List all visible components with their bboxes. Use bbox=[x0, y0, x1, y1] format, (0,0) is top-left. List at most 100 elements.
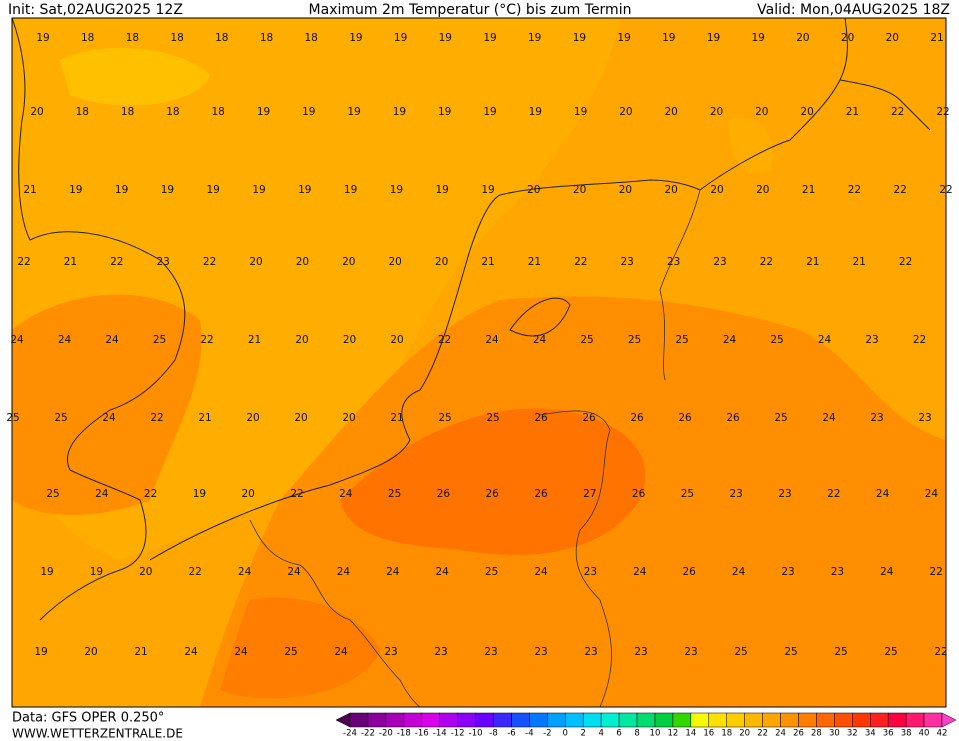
temperature-value: 23 bbox=[831, 566, 844, 578]
colorbar-label: -12 bbox=[451, 729, 465, 739]
temperature-value: 19 bbox=[617, 32, 630, 44]
colorbar-cell bbox=[439, 712, 458, 728]
temperature-value: 25 bbox=[46, 488, 59, 500]
temperature-value: 23 bbox=[384, 646, 397, 658]
temperature-value: 20 bbox=[841, 32, 854, 44]
temperature-value: 21 bbox=[930, 32, 943, 44]
colorbar-cell bbox=[367, 712, 387, 728]
colorbar-label: 12 bbox=[667, 729, 678, 739]
temperature-value: 19 bbox=[252, 184, 265, 196]
temperature-value: 22 bbox=[939, 184, 952, 196]
temperature-value: 19 bbox=[34, 646, 47, 658]
temperature-value: 20 bbox=[435, 256, 448, 268]
temperature-value: 25 bbox=[580, 334, 593, 346]
map-frame bbox=[11, 17, 947, 708]
temperature-value: 19 bbox=[390, 184, 403, 196]
colorbar-cell bbox=[672, 712, 692, 728]
temperature-value: 22 bbox=[848, 184, 861, 196]
colorbar-label: 34 bbox=[865, 729, 876, 739]
temperature-value: 24 bbox=[287, 566, 301, 578]
temperature-value: 24 bbox=[485, 334, 499, 346]
temperature-value: 26 bbox=[534, 412, 548, 424]
temperature-value: 18 bbox=[166, 106, 179, 118]
colorbar-cell bbox=[636, 712, 656, 728]
temperature-value: 24 bbox=[334, 646, 348, 658]
temperature-value: 18 bbox=[121, 106, 134, 118]
border-nl-de bbox=[539, 410, 612, 707]
temperature-value: 24 bbox=[184, 646, 198, 658]
temperature-value: 19 bbox=[483, 32, 496, 44]
colorbar-label: 10 bbox=[650, 729, 661, 739]
colorbar-label: -10 bbox=[469, 729, 483, 739]
colorbar-cell bbox=[690, 712, 710, 728]
colorbar-label: -20 bbox=[379, 729, 393, 739]
temperature-value: 19 bbox=[707, 32, 720, 44]
temperature-value: 24 bbox=[876, 488, 890, 500]
colorbar-cell bbox=[869, 712, 889, 728]
colorbar-cell bbox=[762, 712, 781, 728]
colorbar-label: 4 bbox=[598, 729, 603, 739]
temperature-value: 22 bbox=[144, 488, 157, 500]
temperature-value: 22 bbox=[200, 334, 213, 346]
map-area bbox=[12, 18, 946, 707]
temperature-value: 20 bbox=[800, 106, 813, 118]
field-hot bbox=[340, 408, 646, 555]
temperature-value: 24 bbox=[880, 566, 894, 578]
temperature-value: 26 bbox=[437, 488, 451, 500]
temperature-value: 23 bbox=[684, 646, 697, 658]
colorbar-cell bbox=[905, 712, 925, 728]
colorbar-cell bbox=[529, 712, 548, 728]
colorbar-label: 14 bbox=[685, 729, 696, 739]
temperature-value: 19 bbox=[483, 106, 496, 118]
temperature-value: 20 bbox=[390, 334, 403, 346]
temperature-value: 19 bbox=[298, 184, 311, 196]
temperature-value: 23 bbox=[865, 334, 878, 346]
colorbar-cell bbox=[565, 712, 584, 728]
temperature-value: 26 bbox=[534, 488, 548, 500]
temperature-value: 25 bbox=[784, 646, 797, 658]
temperature-value: 25 bbox=[675, 334, 688, 346]
temperature-value: 20 bbox=[756, 184, 769, 196]
temperature-value: 19 bbox=[193, 488, 206, 500]
temperature-value: 20 bbox=[710, 184, 723, 196]
temperature-value: 22 bbox=[110, 256, 123, 268]
temperature-value: 19 bbox=[439, 32, 452, 44]
temperature-value: 20 bbox=[246, 412, 259, 424]
temperature-value: 20 bbox=[342, 256, 355, 268]
temperature-value: 22 bbox=[827, 488, 840, 500]
temperature-value: 25 bbox=[628, 334, 641, 346]
temperature-value: 19 bbox=[752, 32, 765, 44]
temperature-value: 22 bbox=[290, 488, 303, 500]
colorbar-label: 42 bbox=[937, 729, 948, 739]
temperature-value: 20 bbox=[710, 106, 723, 118]
temperature-value: 22 bbox=[936, 106, 949, 118]
colorbar-label: -18 bbox=[397, 729, 411, 739]
colorbar-label: 28 bbox=[811, 729, 822, 739]
temperature-value: 21 bbox=[198, 412, 211, 424]
temperature-value: 24 bbox=[10, 334, 24, 346]
temperature-value: 18 bbox=[305, 32, 318, 44]
temperature-value: 26 bbox=[630, 412, 644, 424]
temperature-value: 24 bbox=[436, 566, 450, 578]
colorbar-cell bbox=[547, 712, 566, 728]
site-url: WWW.WETTERZENTRALE.DE bbox=[12, 727, 183, 741]
temperature-value: 20 bbox=[665, 106, 678, 118]
temperature-value: 20 bbox=[294, 412, 307, 424]
colorbar-cell bbox=[457, 712, 476, 728]
temperature-value: 26 bbox=[486, 488, 500, 500]
colorbar-label: 38 bbox=[901, 729, 912, 739]
temperature-value: 26 bbox=[582, 412, 596, 424]
temperature-value: 21 bbox=[853, 256, 866, 268]
field-cool-2 bbox=[729, 118, 773, 173]
temperature-value: 22 bbox=[189, 566, 202, 578]
temperature-value: 26 bbox=[683, 566, 697, 578]
temperature-value: 18 bbox=[212, 106, 225, 118]
temperature-value: 24 bbox=[102, 412, 116, 424]
colorbar-label: -8 bbox=[489, 729, 497, 739]
temperature-value: 23 bbox=[584, 646, 597, 658]
temperature-value: 23 bbox=[870, 412, 883, 424]
field-coolest bbox=[60, 48, 210, 106]
colorbar-cell bbox=[421, 712, 440, 728]
colorbar-cell bbox=[403, 712, 423, 728]
temperature-value: 20 bbox=[619, 184, 632, 196]
